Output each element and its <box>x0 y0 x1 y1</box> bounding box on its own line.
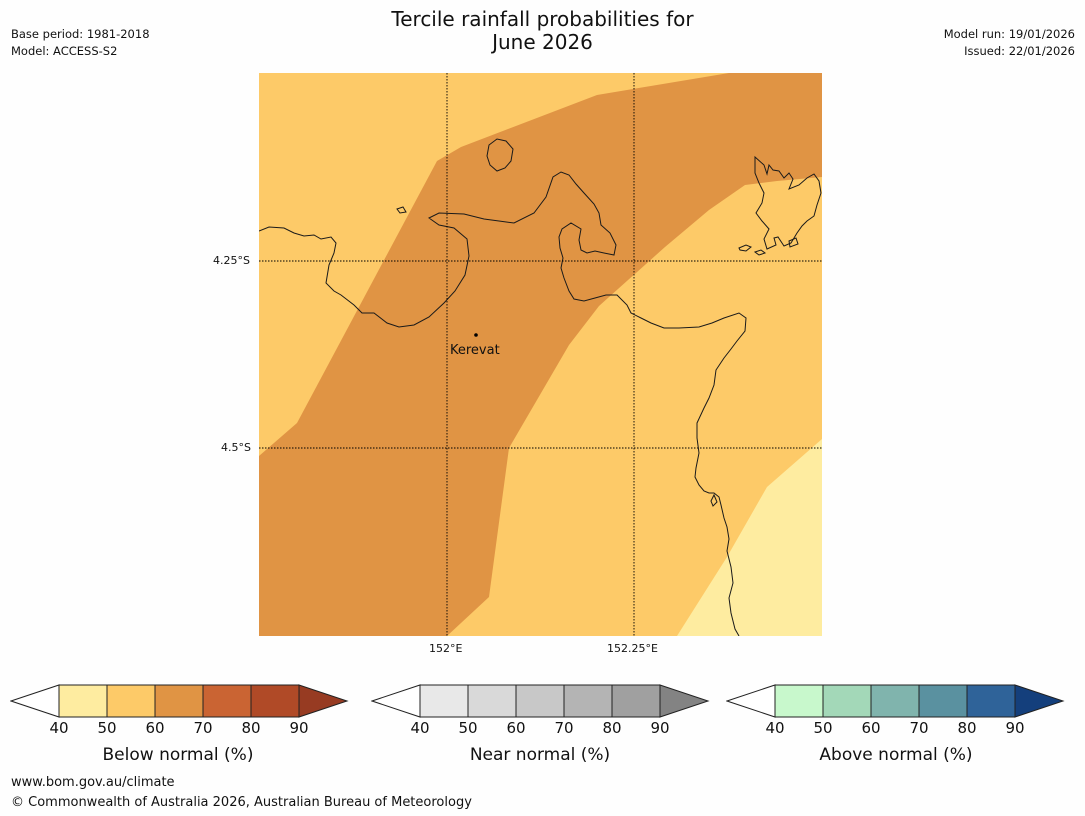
title-line-2: June 2026 <box>492 30 593 54</box>
colorbar-near-swatch-1 <box>419 684 469 718</box>
colorbar-above-min-arrow <box>726 684 776 718</box>
lat-label-1: 4.25°S <box>213 254 250 267</box>
title-line-1: Tercile rainfall probabilities for <box>391 7 694 31</box>
island-east <box>754 155 822 250</box>
lat-label-2: 4.5°S <box>221 441 251 454</box>
issued-date: Issued: 22/01/2026 <box>964 44 1075 58</box>
base-period: Base period: 1981-2018 <box>11 27 150 41</box>
below-tick-40: 40 <box>49 719 69 737</box>
islet-5 <box>710 493 718 507</box>
above-tick-50: 50 <box>813 719 833 737</box>
colorbar-below <box>10 684 349 718</box>
above-tick-70: 70 <box>909 719 929 737</box>
colorbar-below-swatch-1 <box>58 684 108 718</box>
colorbar-above <box>726 684 1065 718</box>
colorbar-above-swatch-5 <box>966 684 1016 718</box>
near-tick-80: 80 <box>602 719 622 737</box>
colorbar-above-swatch-4 <box>918 684 968 718</box>
near-tick-70: 70 <box>554 719 574 737</box>
above-normal-label: Above normal (%) <box>819 745 973 765</box>
near-tick-50: 50 <box>458 719 478 737</box>
lon-label-2: 152.25°E <box>607 642 658 655</box>
footer-copyright: © Commonwealth of Australia 2026, Austra… <box>11 795 472 810</box>
above-tick-90: 90 <box>1005 719 1025 737</box>
near-tick-90: 90 <box>650 719 670 737</box>
above-tick-80: 80 <box>957 719 977 737</box>
near-tick-40: 40 <box>410 719 430 737</box>
colorbar-near-min-arrow <box>371 684 421 718</box>
region-below-40-50 <box>677 439 822 636</box>
islet-3 <box>753 249 767 256</box>
near-tick-60: 60 <box>506 719 526 737</box>
place-label-kerevat: Kerevat <box>450 343 500 358</box>
below-tick-50: 50 <box>97 719 117 737</box>
page-title: Tercile rainfall probabilities for June … <box>0 8 1085 54</box>
model-run: Model run: 19/01/2026 <box>943 27 1075 41</box>
below-tick-80: 80 <box>241 719 261 737</box>
islet-1 <box>396 206 407 214</box>
colorbar-below-swatch-5 <box>250 684 300 718</box>
colorbar-near-swatch-5 <box>611 684 661 718</box>
colorbar-near-max-arrow <box>659 684 710 718</box>
below-tick-70: 70 <box>193 719 213 737</box>
above-tick-60: 60 <box>861 719 881 737</box>
islet-2 <box>738 244 752 252</box>
above-tick-40: 40 <box>765 719 785 737</box>
colorbar-below-swatch-4 <box>202 684 252 718</box>
colorbar-near-swatch-2 <box>467 684 517 718</box>
colorbar-above-swatch-2 <box>822 684 872 718</box>
colorbar-above-swatch-3 <box>870 684 920 718</box>
near-normal-label: Near normal (%) <box>469 745 611 765</box>
colorbar-below-min-arrow <box>10 684 60 718</box>
kerevat-marker <box>474 333 478 337</box>
colorbar-above-swatch-1 <box>774 684 824 718</box>
islet-4 <box>788 237 799 248</box>
colorbar-below-swatch-3 <box>154 684 204 718</box>
footer-url[interactable]: www.bom.gov.au/climate <box>11 775 175 790</box>
below-tick-90: 90 <box>289 719 309 737</box>
colorbar-below-max-arrow <box>298 684 349 718</box>
model-name: Model: ACCESS-S2 <box>11 44 118 58</box>
below-normal-label: Below normal (%) <box>102 745 254 765</box>
below-tick-60: 60 <box>145 719 165 737</box>
colorbar-below-swatch-2 <box>106 684 156 718</box>
colorbar-near <box>371 684 710 718</box>
coastline-north <box>259 171 747 636</box>
island-small-north <box>486 138 514 172</box>
colorbar-above-max-arrow <box>1014 684 1065 718</box>
region-below-60-70 <box>259 73 822 636</box>
colorbar-near-swatch-4 <box>563 684 613 718</box>
forecast-map <box>259 73 822 636</box>
lon-label-1: 152°E <box>429 642 463 655</box>
colorbar-near-swatch-3 <box>515 684 565 718</box>
